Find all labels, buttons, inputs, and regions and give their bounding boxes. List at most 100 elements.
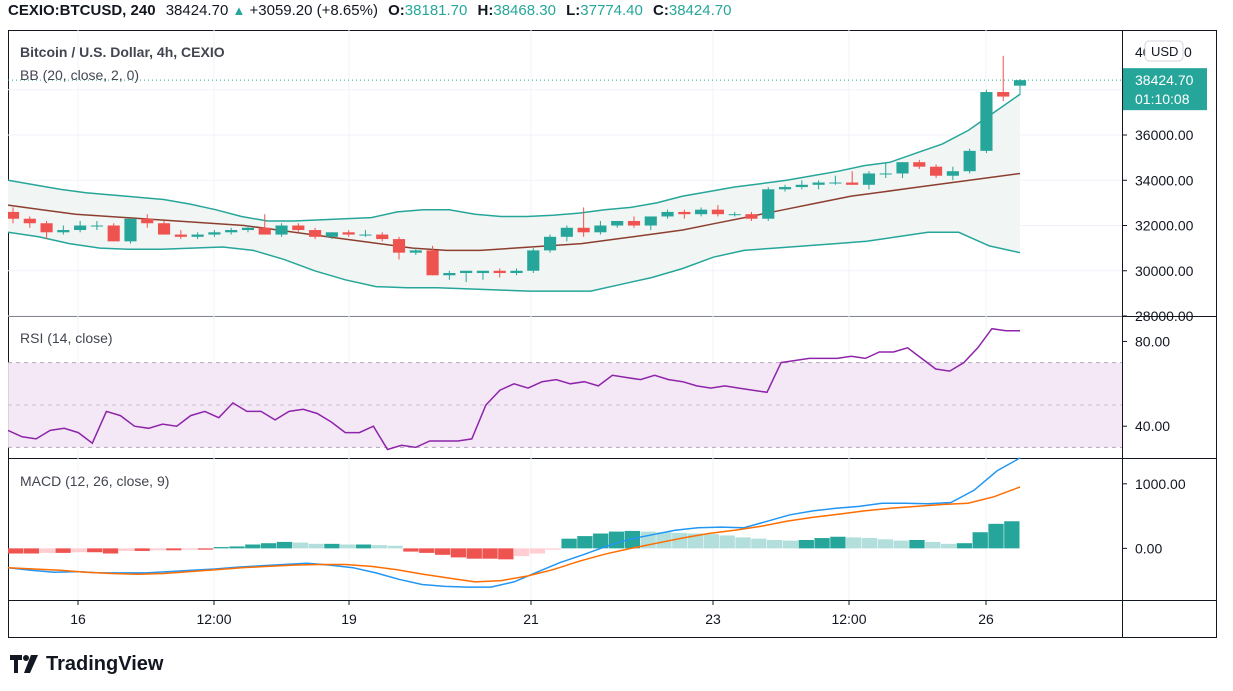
bb-upper-line (7, 93, 1021, 222)
candle-body (594, 225, 607, 233)
rsi-title: RSI (14, close) (20, 330, 113, 346)
macd-histogram-bar (972, 532, 988, 549)
rsi-y-tick-label: 40.00 (1135, 418, 1170, 434)
low-value: 37774.40 (580, 2, 643, 19)
macd-histogram-bar (324, 543, 340, 549)
candle-body (409, 250, 422, 253)
chart-frame (8, 30, 1217, 638)
candle-body (275, 225, 288, 235)
candle-body (392, 239, 406, 253)
main-y-tick-label-top-end: 0 (1184, 44, 1192, 60)
macd-histogram-bar (466, 548, 482, 559)
macd-histogram-bar (39, 548, 55, 553)
macd-histogram-bar (608, 531, 625, 549)
candle-body (577, 227, 590, 233)
macd-histogram-bar (814, 538, 830, 549)
x-tick-label: 16 (70, 611, 86, 627)
macd-histogram-bar (87, 548, 103, 553)
macd-histogram-bar (798, 539, 814, 549)
x-tick-label: 21 (523, 611, 539, 627)
macd-histogram-bar (229, 546, 245, 549)
macd-histogram-bar (577, 536, 593, 549)
candle-body (40, 223, 53, 233)
bb-lower-line (7, 231, 1021, 292)
candle-body (258, 227, 271, 235)
macd-y-tick-label: 1000.00 (1135, 476, 1186, 492)
macd-y-tick-label: 0.00 (1135, 540, 1162, 556)
chart-area[interactable]: 28000.00 30000.00 32000.00 34000.00 36000.00… (6, 30, 1217, 638)
macd-histogram-bar (197, 548, 214, 550)
macd-histogram-bar (529, 548, 546, 554)
macd-histogram-bar (434, 548, 451, 555)
candle-body (23, 218, 36, 224)
macd-signal-line (7, 486, 1021, 583)
last-price: 38424.70 (165, 2, 229, 19)
candle-body (661, 211, 674, 217)
macd-histogram-bar (23, 548, 40, 554)
low-label: L: (566, 2, 581, 19)
candle-body (896, 162, 909, 174)
macd-histogram-bar (767, 539, 783, 549)
symbol-label: CEXIO:BTCUSD, 240 (8, 2, 156, 19)
macd-histogram-bar (387, 545, 403, 549)
candle-body (359, 234, 372, 236)
macd-histogram-bar (71, 548, 87, 553)
macd-histogram-bar (292, 542, 308, 549)
macd-histogram-bar (687, 533, 704, 549)
candle-body (74, 225, 87, 231)
macd-histogram-bar (893, 540, 909, 549)
macd-histogram-bar (909, 539, 925, 549)
macd-histogram-bar (561, 538, 577, 549)
close-value: 38424.70 (668, 2, 732, 19)
macd-histogram-bar (545, 548, 561, 550)
candle-body (510, 270, 523, 274)
triangle-up-icon: ▲ (232, 3, 246, 18)
candle-body (997, 92, 1010, 97)
macd-histogram-bar (340, 544, 356, 549)
candle-body (342, 232, 355, 235)
candle-body (930, 166, 943, 176)
macd-histogram-bar (925, 541, 941, 549)
x-tick-label: 23 (705, 611, 721, 627)
chart-svg[interactable]: 28000.00 30000.00 32000.00 34000.00 36000.00… (6, 30, 1217, 638)
candle-body (913, 162, 926, 167)
x-tick-label: 26 (978, 611, 994, 627)
macd-histogram-bar (719, 535, 735, 549)
rsi-y-tick-label: 80.00 (1135, 333, 1170, 349)
candle-body (107, 225, 120, 242)
macd-histogram-bar (956, 543, 973, 549)
macd-histogram-bar (846, 537, 862, 549)
bb-indicator-label: BB (20, close, 2, 0) (20, 67, 139, 83)
candle-body (90, 225, 103, 227)
candle-body (225, 230, 238, 233)
tradingview-brand: TradingView (46, 652, 164, 675)
tradingview-logo-icon (10, 655, 38, 673)
macd-histogram-bar (656, 532, 672, 549)
macd-histogram-bar (245, 544, 261, 549)
macd-histogram-bar (593, 533, 609, 549)
candle-body (728, 214, 741, 216)
macd-histogram-bar (213, 547, 229, 549)
main-y-tick-label: 30000.00 (1135, 263, 1194, 279)
macd-histogram-bar (55, 548, 71, 553)
candle-body (560, 227, 573, 237)
candle-body (879, 173, 892, 175)
currency-badge: USD (1151, 44, 1178, 59)
macd-histogram-bar (482, 548, 498, 559)
candle-body (778, 187, 792, 190)
open-value: 38181.70 (404, 2, 468, 19)
currency-badge-bg (1144, 40, 1184, 62)
macd-histogram-bar (8, 548, 24, 554)
candle-body (57, 230, 70, 233)
candle-body (241, 227, 255, 231)
candle-body (208, 232, 221, 235)
candle-body (460, 270, 473, 274)
macd-histogram-bar (371, 545, 387, 549)
x-tick-label: 19 (341, 611, 357, 627)
candle-body (627, 220, 641, 226)
bb-basis-line (7, 172, 1021, 252)
macd-histogram-bar (134, 548, 150, 551)
candle-body (191, 234, 204, 237)
macd-histogram-bar (261, 543, 277, 549)
candle-body (141, 218, 154, 224)
